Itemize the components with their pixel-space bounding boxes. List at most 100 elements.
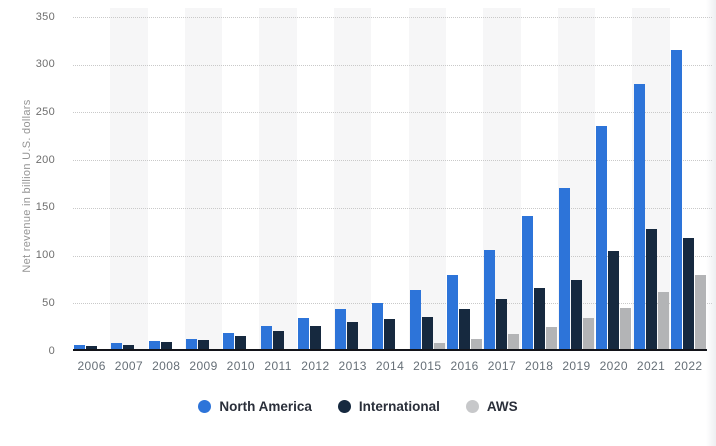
y-tick-label-50: 50 [42, 296, 55, 309]
bar-north-america-2021 [633, 83, 645, 351]
bar-north-america-2019 [558, 188, 570, 351]
bar-group-2016 [446, 8, 483, 351]
legend-label-aws: AWS [486, 399, 518, 414]
bar-group-2007 [110, 8, 147, 351]
legend-label-north-america: North America [219, 399, 312, 414]
bar-group-2012 [297, 8, 334, 351]
bar-group-2006 [73, 8, 110, 351]
bar-aws-2018 [545, 326, 557, 351]
plot-area [73, 8, 707, 351]
bar-group-2015 [409, 8, 446, 351]
legend-item-north-america[interactable]: North America [198, 399, 312, 414]
bar-north-america-2012 [297, 317, 309, 351]
x-tick-label-2021: 2021 [636, 359, 666, 373]
right-edge-fade [706, 0, 716, 446]
y-tick-label-300: 300 [35, 58, 55, 71]
y-tick-label-150: 150 [35, 201, 55, 214]
bar-group-2021 [632, 8, 669, 351]
bar-international-2020 [608, 251, 620, 351]
legend-label-international: International [358, 399, 440, 414]
legend-item-aws[interactable]: AWS [465, 399, 518, 414]
y-axis-tick-labels: 0 50 100 150 200 250 300 350 [0, 8, 55, 357]
bar-international-2012 [309, 325, 321, 351]
bar-north-america-2015 [409, 290, 421, 351]
y-tick-label-100: 100 [35, 249, 55, 262]
x-axis-tick-labels: 2006 2007 2008 2009 2010 2011 2012 2013 2014 2015… [73, 359, 707, 373]
bar-international-2014 [384, 319, 396, 351]
y-tick-label-350: 350 [35, 10, 55, 23]
x-tick-label-2014: 2014 [375, 359, 405, 373]
bar-north-america-2016 [447, 274, 459, 351]
bar-international-2007 [123, 344, 135, 351]
bar-north-america-2007 [111, 343, 123, 351]
bar-group-2014 [371, 8, 408, 351]
legend-dot-aws-icon [465, 400, 479, 413]
bar-international-2017 [496, 299, 508, 351]
bar-north-america-2006 [74, 345, 86, 351]
bar-international-2016 [459, 309, 471, 351]
bar-north-america-2017 [484, 249, 496, 351]
bar-north-america-2020 [596, 125, 608, 351]
bar-international-2015 [421, 317, 433, 351]
x-tick-label-2012: 2012 [301, 359, 330, 373]
x-axis-line [73, 349, 707, 351]
bar-group-2008 [148, 8, 185, 351]
bar-international-2013 [347, 322, 359, 351]
bar-north-america-2022 [670, 49, 682, 351]
bar-group-2010 [222, 8, 259, 351]
x-tick-label-2018: 2018 [525, 359, 554, 373]
bar-aws-2016 [471, 339, 483, 351]
x-tick-label-2011: 2011 [264, 359, 292, 373]
bar-north-america-2010 [223, 333, 235, 351]
bar-group-2020 [595, 8, 632, 351]
bar-international-2006 [86, 346, 98, 351]
bar-group-2011 [259, 8, 296, 351]
bar-international-2021 [645, 229, 657, 351]
bar-aws-2019 [582, 317, 594, 351]
bar-international-2019 [570, 279, 582, 351]
bar-international-2010 [235, 336, 247, 351]
bar-aws-2015 [433, 343, 445, 351]
bar-aws-2020 [620, 307, 632, 351]
x-tick-label-2006: 2006 [77, 359, 106, 373]
bar-international-2018 [533, 288, 545, 351]
x-tick-label-2016: 2016 [450, 359, 479, 373]
bar-international-2022 [682, 238, 694, 351]
y-tick-label-250: 250 [35, 105, 55, 118]
x-tick-label-2015: 2015 [413, 359, 442, 373]
bar-north-america-2009 [186, 338, 198, 351]
bar-group-2019 [558, 8, 595, 351]
x-tick-label-2022: 2022 [674, 359, 703, 373]
bar-group-2022 [670, 8, 707, 351]
bar-group-2017 [483, 8, 520, 351]
x-tick-label-2009: 2009 [189, 359, 218, 373]
legend-dot-north-america-icon [198, 400, 212, 413]
y-tick-label-0: 0 [48, 344, 55, 357]
legend: North America International AWS [0, 399, 716, 414]
bar-north-america-2018 [521, 216, 533, 351]
x-tick-label-2019: 2019 [562, 359, 591, 373]
x-tick-label-2010: 2010 [226, 359, 255, 373]
bar-group-2018 [521, 8, 558, 351]
x-tick-label-2013: 2013 [338, 359, 367, 373]
bar-international-2009 [198, 339, 210, 351]
x-tick-label-2017: 2017 [487, 359, 517, 373]
bar-aws-2017 [508, 334, 520, 351]
bar-north-america-2008 [148, 341, 160, 351]
x-tick-label-2007: 2007 [114, 359, 144, 373]
bar-international-2011 [272, 330, 284, 351]
bar-aws-2022 [694, 274, 706, 351]
legend-item-international[interactable]: International [337, 399, 440, 414]
bar-international-2008 [160, 342, 172, 351]
x-tick-label-2020: 2020 [599, 359, 628, 373]
bar-group-2009 [185, 8, 222, 351]
bar-north-america-2013 [335, 308, 347, 351]
bar-aws-2021 [657, 291, 669, 351]
y-tick-label-200: 200 [35, 153, 55, 166]
legend-dot-international-icon [337, 400, 351, 413]
x-tick-label-2008: 2008 [152, 359, 181, 373]
bar-north-america-2014 [372, 302, 384, 351]
bar-group-2013 [334, 8, 371, 351]
bar-north-america-2011 [260, 325, 272, 351]
